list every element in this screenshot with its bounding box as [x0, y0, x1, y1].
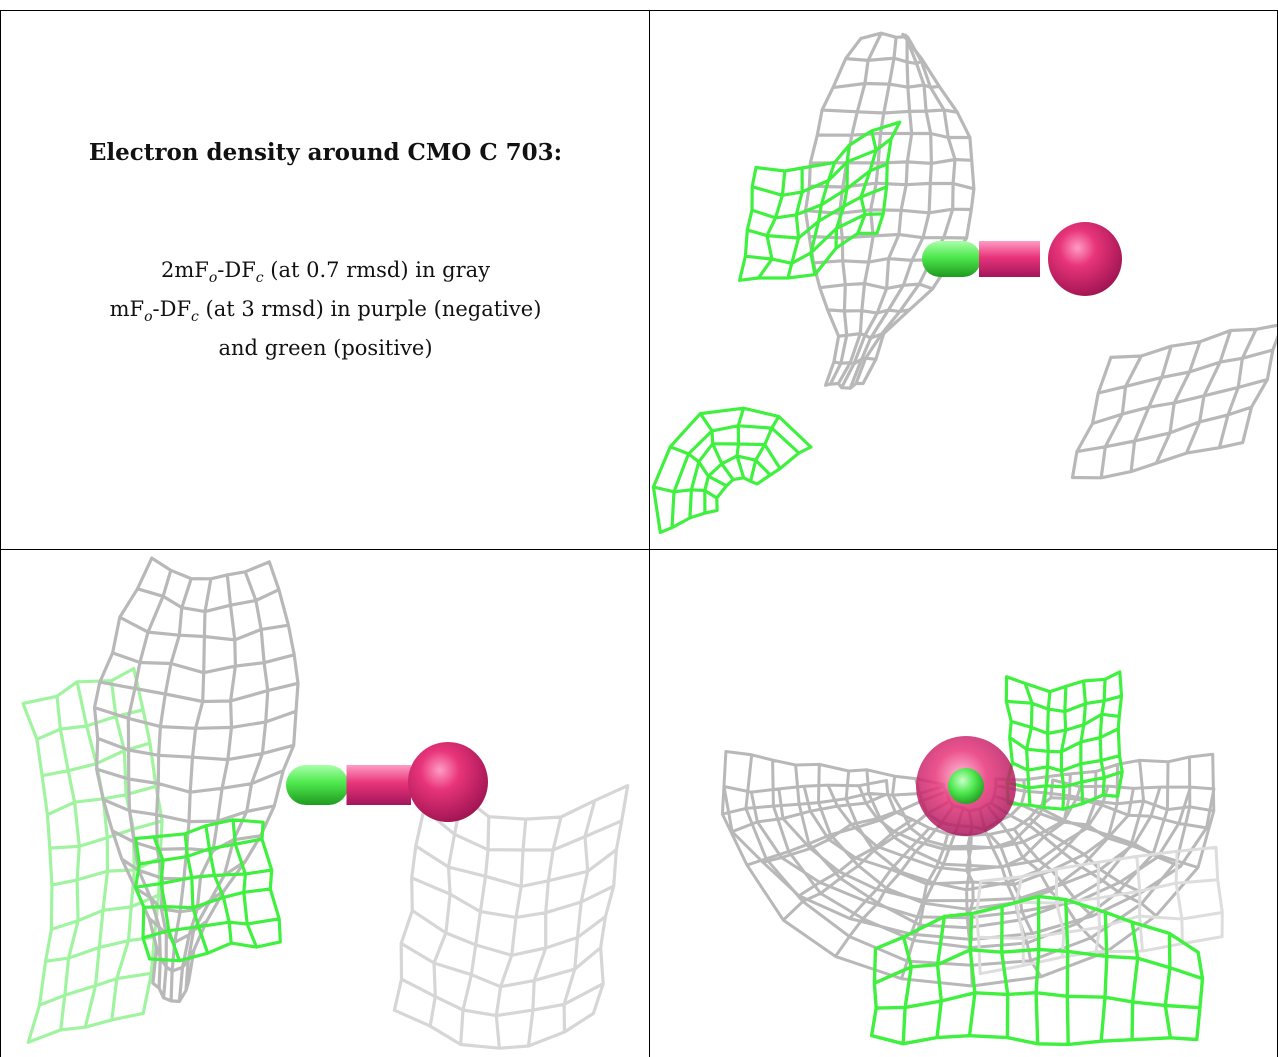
border-top [0, 10, 1278, 11]
caption-title: Electron density around CMO C 703: [88, 139, 563, 166]
co-ligand-stick [286, 742, 488, 822]
caption-line-2: mFo-DFc (at 3 rmsd) in purple (negative) [109, 297, 542, 326]
gray-density-mesh [803, 31, 976, 390]
green-positive-mesh [651, 406, 813, 534]
panel-top-right [650, 11, 1277, 549]
oxygen-atom [1048, 222, 1122, 296]
green-positive-mesh [134, 818, 282, 963]
carbon-atom [948, 768, 984, 804]
caption-line-3: and green (positive) [218, 336, 433, 361]
border-left [0, 10, 1, 1057]
caption-line-1: 2mFo-DFc (at 0.7 rmsd) in gray [160, 258, 491, 287]
co-ligand-stick [922, 222, 1122, 296]
green-positive-mesh [869, 894, 1205, 1047]
caption-cell: Electron density around CMO C 703: 2mFo-… [1, 11, 649, 549]
density-mesh-view-icon [720, 670, 1224, 1047]
gray-density-mesh [1070, 323, 1277, 480]
caption-body: 2mFo-DFc (at 0.7 rmsd) in gray mFo-DFc (… [1, 255, 649, 364]
green-positive-mesh [738, 120, 902, 282]
green-positive-mesh [21, 667, 164, 1044]
gray-density-mesh [92, 556, 300, 1003]
co-ligand-stick [916, 736, 1016, 836]
density-mesh-view-icon [651, 31, 1277, 534]
border-middle [0, 549, 1278, 550]
panel-bottom-right [650, 550, 1277, 1057]
panel-bottom-left [1, 550, 649, 1057]
border-center [649, 10, 650, 1057]
gray-density-mesh [392, 777, 630, 1050]
green-positive-mesh [1004, 670, 1124, 811]
oxygen-atom [408, 742, 488, 822]
density-mesh-view-icon [21, 556, 630, 1050]
